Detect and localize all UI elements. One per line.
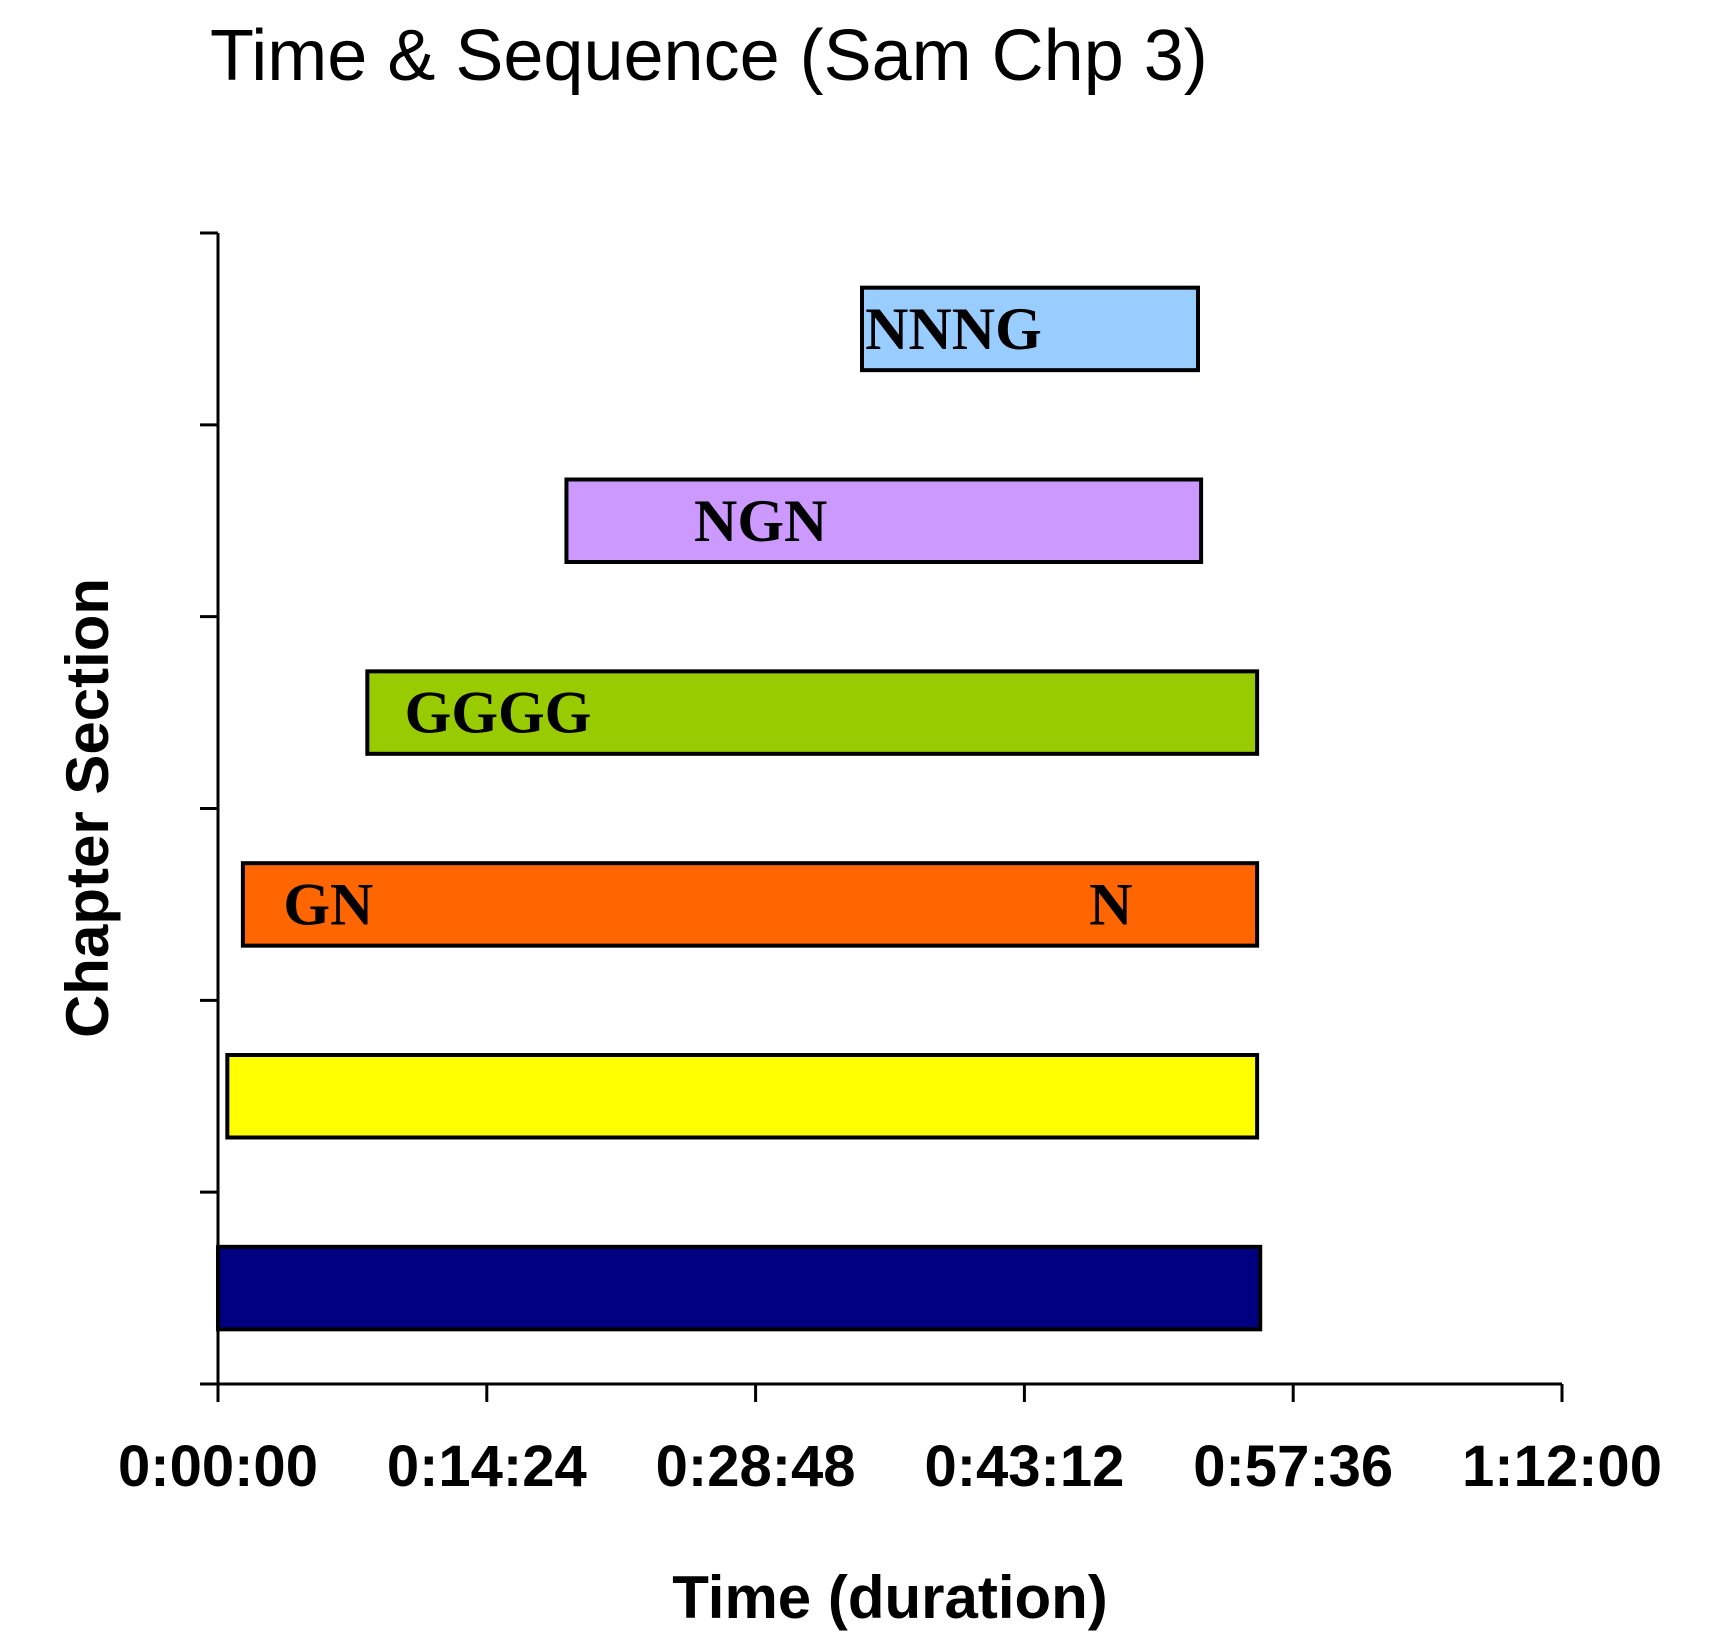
x-tick-label-4: 0:57:36 (1193, 1434, 1393, 1499)
x-tick-label-2: 0:28:48 (656, 1434, 856, 1499)
x-tick-label-1: 0:14:24 (387, 1434, 587, 1499)
bar-4 (365, 669, 1260, 756)
x-ticks-group: 0:00:00 0:14:24 0:28:48 0:43:12 0:57:36 1:12:… (118, 1384, 1662, 1499)
bar-3-label-2: N (1089, 871, 1132, 937)
bar-3 (240, 861, 1260, 948)
bar-1 (216, 1244, 1263, 1332)
bar-6 (860, 285, 1200, 373)
x-tick-label-3: 0:43:12 (924, 1434, 1124, 1499)
x-tick-label-0: 0:00:00 (118, 1434, 318, 1499)
bar-6-label-1: NNNG (865, 296, 1042, 362)
x-axis-title: Time (duration) (672, 1564, 1108, 1631)
x-tick-label-5: 1:12:00 (1462, 1434, 1662, 1499)
bar-5 (564, 477, 1204, 564)
bar-3-label-1: GN (283, 871, 373, 937)
bar-2 (225, 1053, 1260, 1140)
y-axis-title: Chapter Section (54, 578, 121, 1038)
bar-labels-group: GN N GGGG NGN NNNG (283, 296, 1132, 938)
bar-4-label-1: GGGG (405, 680, 592, 746)
bars-group (216, 285, 1263, 1332)
bar-5-label-1: NGN (694, 488, 827, 554)
y-ticks-group (200, 231, 218, 1386)
chart-title: Time & Sequence (Sam Chp 3) (210, 16, 1208, 96)
